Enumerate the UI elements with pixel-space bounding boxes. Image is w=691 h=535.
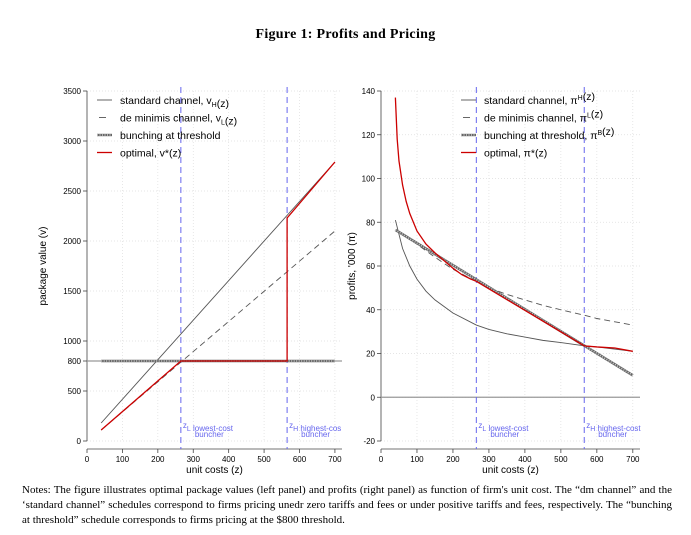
series-line-optimal <box>100 161 336 431</box>
y-tick-label: 2500 <box>63 187 81 196</box>
y-tick-label: 120 <box>362 131 376 140</box>
x-tick-label: 200 <box>446 455 460 464</box>
threshold-annotation-label: zL lowest-cost <box>478 421 529 433</box>
legend-label: bunching at threshold, πB(z) <box>484 126 614 142</box>
x-tick-label: 300 <box>187 455 201 464</box>
x-axis-title: unit costs (z) <box>482 465 539 476</box>
figure-notes: Notes: The figure illustrates optimal pa… <box>22 484 672 526</box>
x-tick-label: 700 <box>328 455 342 464</box>
y-tick-label: 60 <box>366 262 375 271</box>
series-line-optimal <box>394 97 633 352</box>
y-tick-label: 100 <box>362 175 376 184</box>
x-tick-label: 700 <box>626 455 640 464</box>
threshold-annotation-sublabel: buncher <box>598 430 627 439</box>
y-tick-label: 1000 <box>63 337 81 346</box>
x-axis-title: unit costs (z) <box>186 465 243 476</box>
y-axis-title: package value (v) <box>38 227 49 306</box>
y-tick-label: 140 <box>362 87 376 96</box>
threshold-annotation-sublabel: buncher <box>195 430 224 439</box>
x-tick-label: 200 <box>151 455 165 464</box>
legend-label: de minimis channel, πL(z) <box>484 109 603 125</box>
right-panel-profits: -20 0 20 40 60 80 100 120 140 0 100 200 300 400 500 600… <box>347 87 641 476</box>
y-tick-label: 2000 <box>63 237 81 246</box>
y-tick-label: 40 <box>366 306 375 315</box>
left-panel-package-value: 0 500 800 1000 1500 2000 2500 3000 3500 0 100 200 30… <box>38 87 342 476</box>
x-tick-label: 500 <box>257 455 271 464</box>
x-tick-label: 300 <box>482 455 496 464</box>
y-tick-label: -20 <box>363 437 375 446</box>
y-tick-label: 800 <box>68 357 82 366</box>
x-tick-label: 100 <box>410 455 424 464</box>
y-tick-label: 1500 <box>63 287 81 296</box>
x-tick-label: 0 <box>85 455 90 464</box>
y-axis-title: profits, '000 (π) <box>347 232 358 300</box>
y-tick-label: 500 <box>68 387 82 396</box>
y-tick-label: 0 <box>77 437 82 446</box>
legend-label: de minimis channel, vL(z) <box>120 113 237 128</box>
threshold-annotation-label: zL lowest-cost <box>183 421 234 433</box>
threshold-annotation-label: zH highest-cos <box>289 421 341 433</box>
threshold-annotation-sublabel: buncher <box>301 430 330 439</box>
series-line-de-minimis <box>395 229 633 326</box>
legend-label: optimal, π*(z) <box>484 148 547 160</box>
threshold-annotation-sublabel: buncher <box>490 430 519 439</box>
x-tick-label: 100 <box>116 455 130 464</box>
legend-label: optimal, v*(z) <box>120 148 181 160</box>
series-line-bunching <box>394 228 634 377</box>
series-line-standard <box>394 219 633 352</box>
x-tick-label: 600 <box>590 455 604 464</box>
threshold-annotation-label: zH highest-cost <box>586 421 641 433</box>
series-line-standard <box>100 161 336 424</box>
y-tick-label: 3000 <box>63 137 81 146</box>
x-tick-label: 0 <box>379 455 384 464</box>
y-tick-label: 80 <box>366 218 375 227</box>
x-tick-label: 400 <box>518 455 532 464</box>
x-tick-label: 500 <box>554 455 568 464</box>
y-tick-label: 20 <box>366 350 375 359</box>
y-tick-label: 0 <box>371 393 376 402</box>
x-tick-label: 400 <box>222 455 236 464</box>
legend-label: standard channel, vH(z) <box>120 95 229 110</box>
legend-label: standard channel, πH(z) <box>484 91 595 107</box>
legend-label: bunching at threshold <box>120 130 221 142</box>
x-tick-label: 600 <box>293 455 307 464</box>
figure-title: Figure 1: Profits and Pricing <box>255 27 436 42</box>
y-tick-label: 3500 <box>63 87 81 96</box>
